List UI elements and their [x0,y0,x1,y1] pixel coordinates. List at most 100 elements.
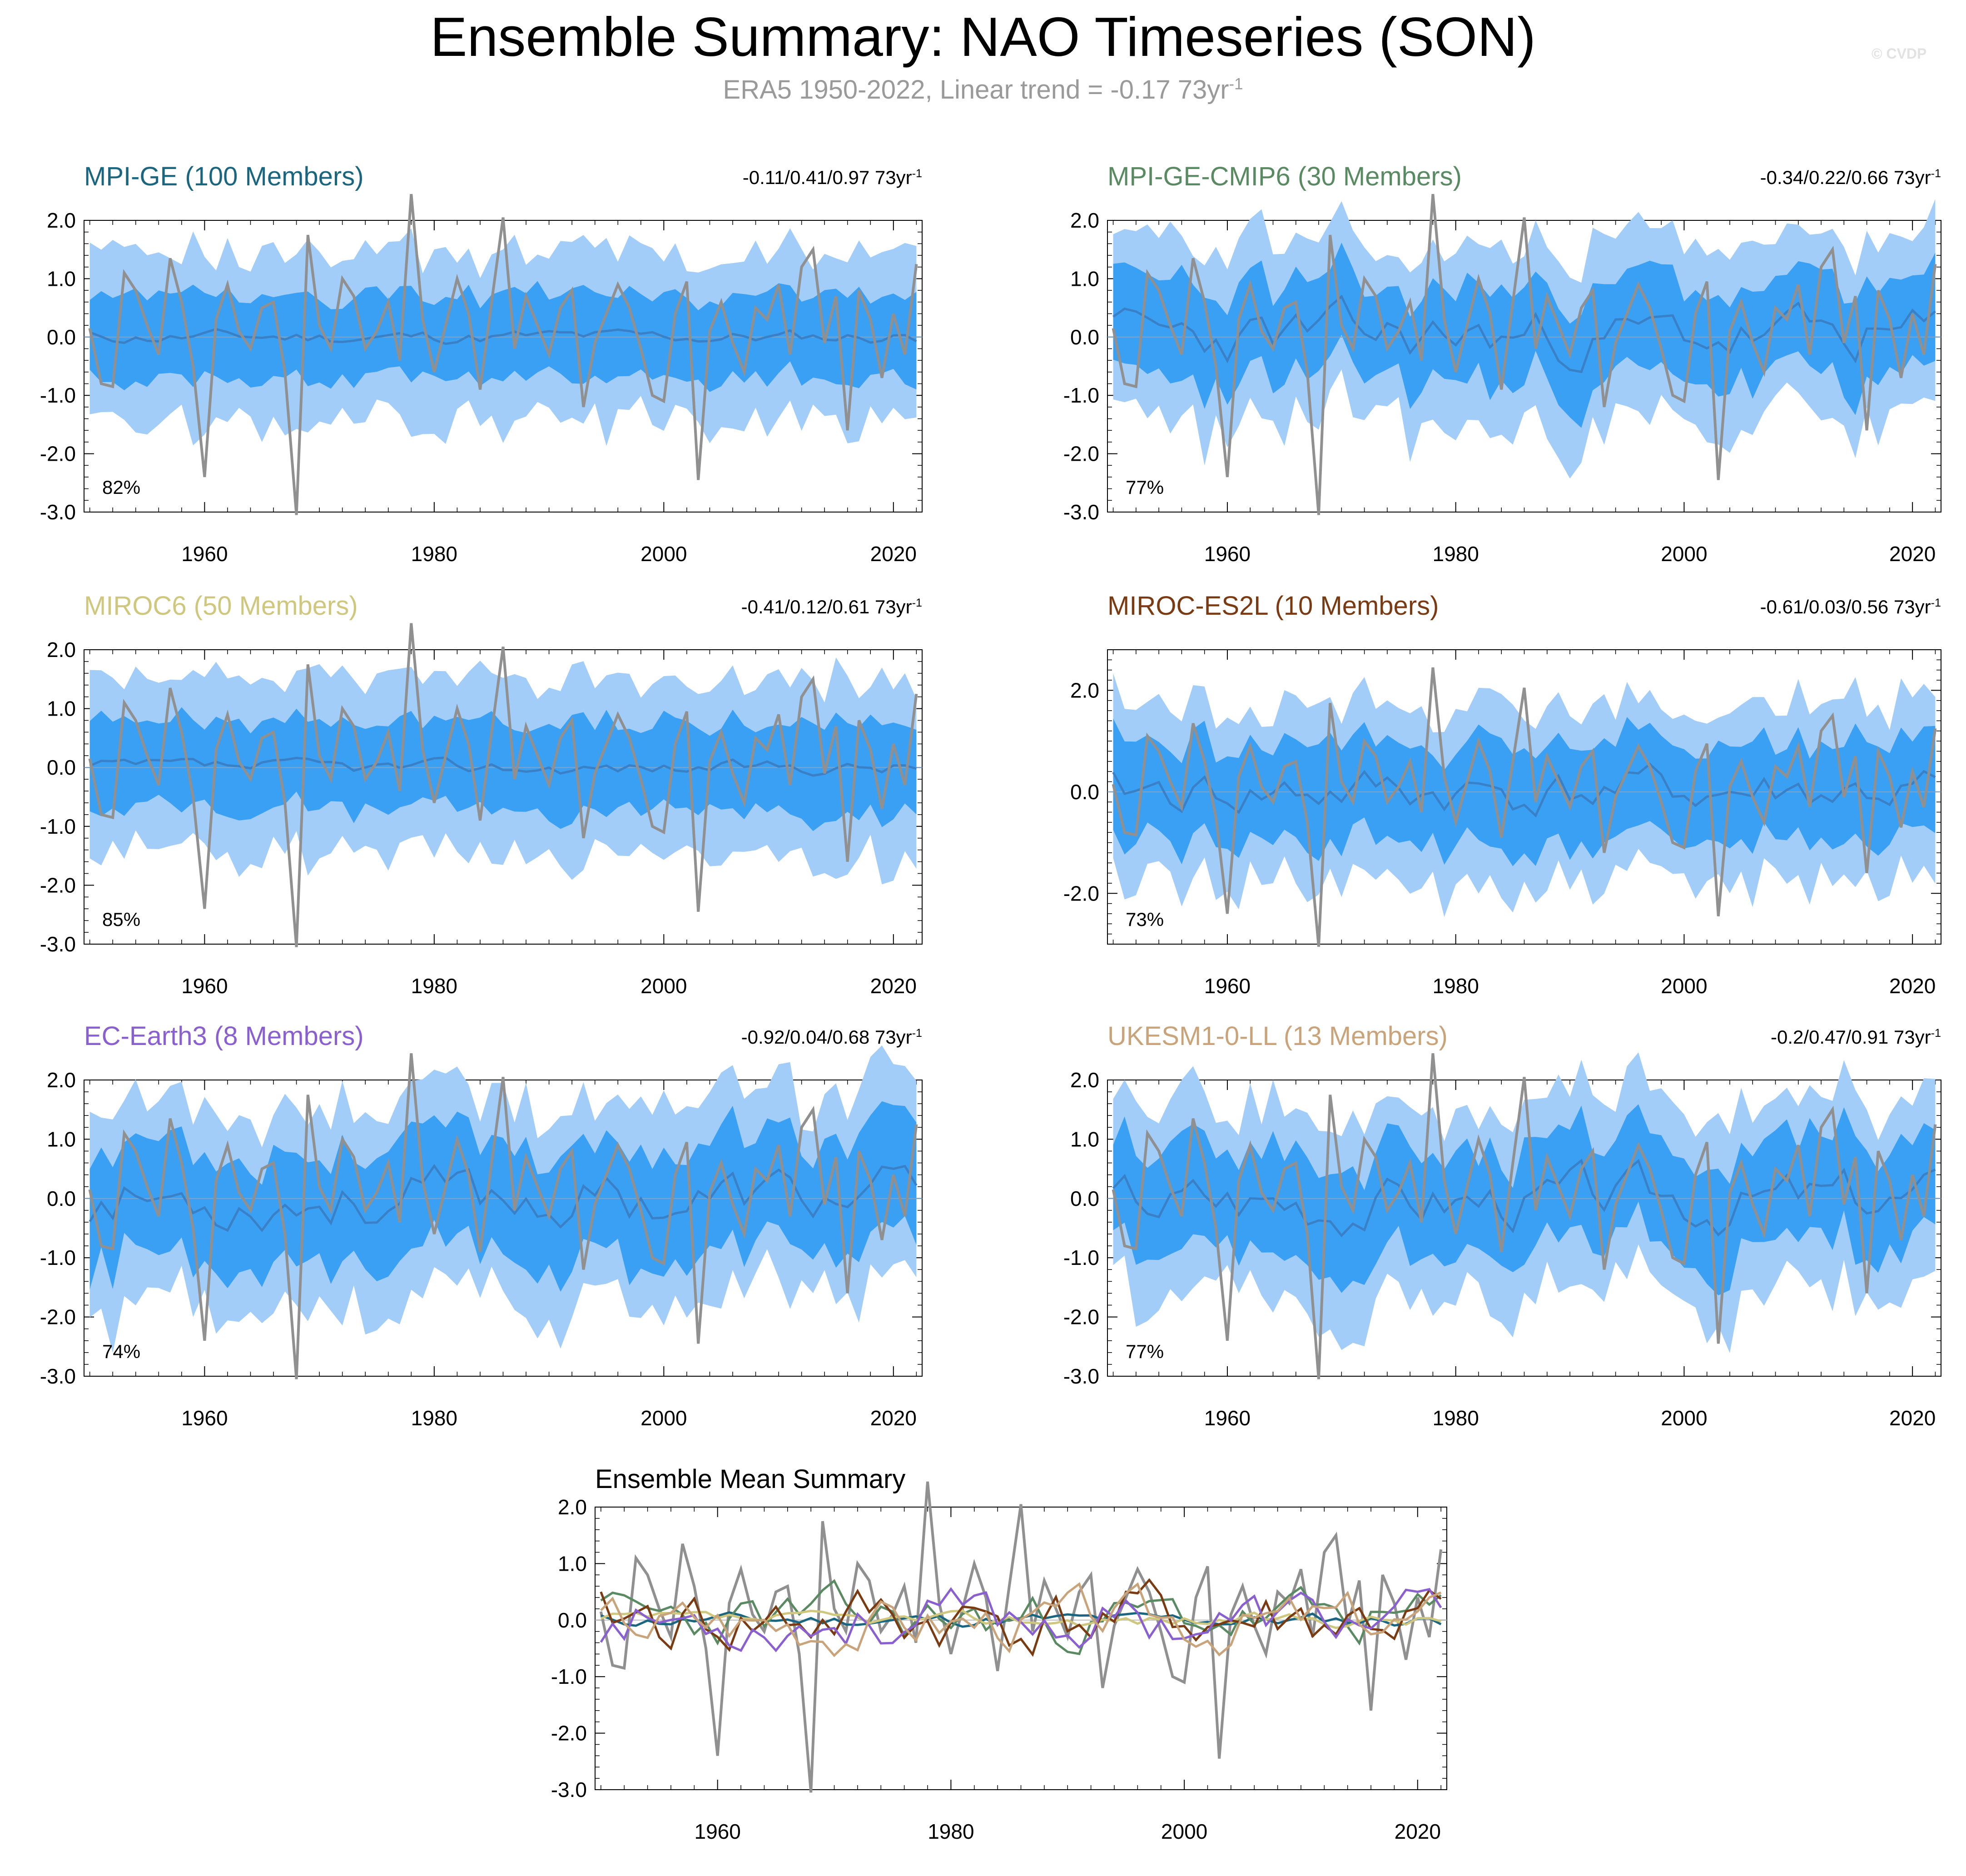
cvdp-watermark: © CVDP [1872,45,1927,62]
ec-earth3-ytick-label: 2.0 [47,1068,76,1092]
summary-xtick-label: 1980 [928,1820,974,1843]
ec-earth3-ytick-label: 0.0 [47,1187,76,1210]
ec-earth3-observed-line [88,1053,918,1379]
mpi-ge-cmip6-ytick-label: -3.0 [1063,500,1099,524]
mpi-ge-cmip6-ytick-label: 1.0 [1070,267,1099,290]
mpi-ge-cmip6-ytick-label: -2.0 [1063,442,1099,466]
miroc6-ytick-label: -3.0 [40,932,76,956]
miroc6-xtick-label: 2020 [870,974,917,998]
mpi-ge-observed-line [88,194,918,515]
summary-series-line-mpi-ge-cmip6 [600,1579,1442,1656]
panel-ukesm1-0-ll: 2.0 1.0 0.0 -1.0 -2.0 -3.0 1960 1980 2000 2020 [1063,1052,1941,1430]
ukesm1-0-ll-xtick-label: 2020 [1889,1406,1936,1430]
miroc6-observed-line [88,623,918,947]
panel-ensemble-mean-summary: 2.0 1.0 0.0 -1.0 -2.0 -3.0 1960 1980 2000 2020 [551,1481,1447,1843]
mpi-ge-cmip6-title: MPI-GE-CMIP6 (30 Members) [1107,162,1462,191]
ec-earth3-trend-text: -0.92/0.04/0.68 73yr [741,1026,912,1048]
panel-miroc6: 2.0 1.0 0.0 -1.0 -2.0 -3.0 1960 1980 2000 2020 [40,623,923,998]
miroc-es2l-percent: 73% [1126,909,1164,930]
miroc6-percent: 85% [102,909,141,930]
ec-earth3-xtick-label: 2000 [640,1406,687,1430]
ukesm1-0-ll-xtick-label: 2000 [1661,1406,1707,1430]
ec-earth3-xtick-label: 1960 [181,1406,228,1430]
summary-series-line-ukesm1-0-ll [600,1582,1442,1657]
ec-earth3-inner-band [89,1101,917,1292]
ec-earth3-trend-exponent: -1 [912,1027,922,1040]
miroc-es2l-xtick-label: 2000 [1661,974,1707,998]
miroc-es2l-xtick-label: 2020 [1889,974,1936,998]
mpi-ge-ytick-label: 2.0 [47,209,76,232]
summary-observed-line [599,1481,1443,1793]
miroc-es2l-ensemble-mean-line [1112,762,1936,818]
ec-earth3-ytick-label: -1.0 [40,1246,76,1269]
miroc-es2l-ytick-label: 2.0 [1070,678,1099,702]
miroc-es2l-xtick-label: 1960 [1204,974,1251,998]
miroc6-title: MIROC6 (50 Members) [84,591,358,621]
miroc6-trend-text: -0.41/0.12/0.61 73yr [741,596,912,617]
mpi-ge-ytick-label: 0.0 [47,325,76,349]
ec-earth3-ensemble-mean-line [89,1164,918,1233]
ec-earth3-ytick-label: -2.0 [40,1305,76,1329]
panel-miroc-es2l: 2.0 0.0 -2.0 1960 1980 2000 2020 [1063,649,1941,998]
mpi-ge-xtick-label: 1960 [181,542,228,566]
ukesm1-0-ll-ytick-label: 0.0 [1070,1187,1099,1210]
miroc6-xtick-label: 1980 [411,974,457,998]
mpi-ge-cmip6-xtick-label: 1980 [1433,542,1479,566]
miroc-es2l-title: MIROC-ES2L (10 Members) [1107,591,1439,621]
mpi-ge-ytick-label: -3.0 [40,500,76,524]
miroc6-ytick-label: 0.0 [47,756,76,779]
mpi-ge-ytick-label: -1.0 [40,383,76,407]
mpi-ge-xtick-label: 1980 [411,542,457,566]
ukesm1-0-ll-ytick-label: -3.0 [1063,1364,1099,1388]
mpi-ge-cmip6-xtick-label: 2000 [1661,542,1707,566]
figure-subtitle: ERA5 1950-2022, Linear trend = -0.17 73y… [0,75,1966,105]
mpi-ge-cmip6-ytick-label: -1.0 [1063,383,1099,407]
mpi-ge-trend-exponent: -1 [912,167,922,180]
summary-ytick-label: 0.0 [558,1608,587,1632]
miroc6-xtick-label: 1960 [181,974,228,998]
ec-earth3-title: EC-Earth3 (8 Members) [84,1021,364,1051]
mpi-ge-cmip6-ytick-label: 2.0 [1070,209,1099,232]
subtitle-exponent: -1 [1229,75,1243,93]
miroc-es2l-trend: -0.61/0.03/0.56 73yr-1 [1760,596,1941,618]
summary-xtick-label: 1960 [695,1820,741,1843]
ec-earth3-xtick-label: 1980 [411,1406,457,1430]
summary-ytick-label: -2.0 [551,1722,587,1745]
ukesm1-0-ll-ytick-label: 1.0 [1070,1127,1099,1151]
mpi-ge-cmip6-ensemble-mean-line [1112,294,1936,373]
summary-frame [595,1507,1447,1790]
miroc-es2l-ytick-label: -2.0 [1063,881,1099,905]
miroc6-trend: -0.41/0.12/0.61 73yr-1 [741,596,922,618]
ec-earth3-trend: -0.92/0.04/0.68 73yr-1 [741,1026,922,1048]
mpi-ge-xtick-label: 2000 [640,542,687,566]
ec-earth3-ytick-label: -3.0 [40,1364,76,1388]
summary-series-line-miroc-es2l [600,1578,1442,1657]
mpi-ge-cmip6-xtick-label: 1960 [1204,542,1251,566]
summary-ytick-label: 1.0 [558,1552,587,1575]
summary-title: Ensemble Mean Summary [595,1464,906,1494]
miroc6-trend-exponent: -1 [912,597,922,609]
mpi-ge-cmip6-percent: 77% [1126,477,1164,498]
miroc-es2l-trend-text: -0.61/0.03/0.56 73yr [1760,596,1931,617]
ec-earth3-ytick-label: 1.0 [47,1127,76,1151]
mpi-ge-cmip6-observed-line [1112,194,1937,515]
mpi-ge-title: MPI-GE (100 Members) [84,162,364,191]
figure-title: Ensemble Summary: NAO Timeseries (SON) [430,6,1536,68]
miroc6-xtick-label: 2000 [640,974,687,998]
ukesm1-0-ll-trend-exponent: -1 [1931,1027,1941,1040]
miroc-es2l-xtick-label: 1980 [1433,974,1479,998]
mpi-ge-cmip6-trend: -0.34/0.22/0.66 73yr-1 [1760,167,1941,189]
mpi-ge-trend: -0.11/0.41/0.97 73yr-1 [743,167,922,189]
ukesm1-0-ll-percent: 77% [1126,1341,1164,1362]
ukesm1-0-ll-xtick-label: 1960 [1204,1406,1251,1430]
miroc6-ytick-label: -2.0 [40,873,76,897]
miroc6-ytick-label: -1.0 [40,815,76,838]
subtitle-text: ERA5 1950-2022, Linear trend = -0.17 73y… [723,75,1229,104]
ec-earth3-xtick-label: 2020 [870,1406,917,1430]
panel-mpi-ge: 2.0 1.0 0.0 -1.0 -2.0 -3.0 1960 1980 2000 2020 [40,194,923,566]
miroc-es2l-trend-exponent: -1 [1931,597,1941,609]
mpi-ge-xtick-label: 2020 [870,542,917,566]
ukesm1-0-ll-ytick-label: -2.0 [1063,1305,1099,1329]
summary-ytick-label: 2.0 [558,1495,587,1519]
